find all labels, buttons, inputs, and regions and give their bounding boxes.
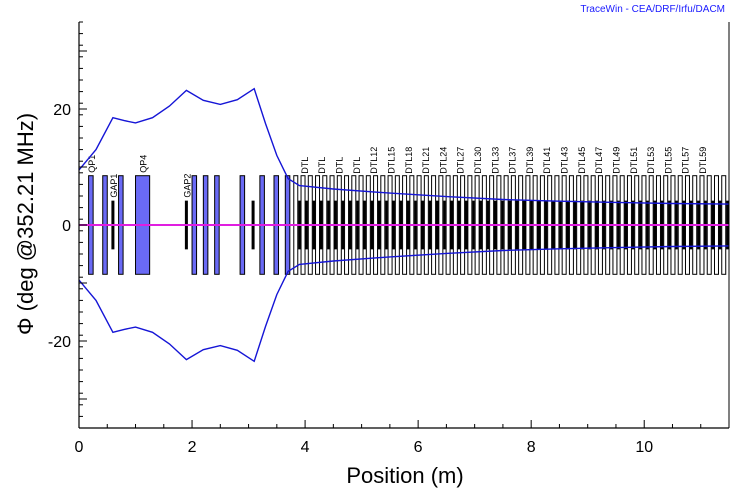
dtl-label: DTL21 [421,147,431,174]
dtl-label: DTL24 [438,147,448,174]
y-tick-label: -20 [48,334,71,351]
dtl-label: DTL [352,157,362,174]
gap-label: GAP1 [109,174,119,198]
series-line-1 [78,87,730,205]
x-tick-label: 8 [527,439,536,456]
quadrupole-label: QP4 [139,155,149,173]
dtl-label: DTL33 [490,147,500,174]
dtl-label: DTL55 [663,147,673,174]
gap-label: GAP2 [182,174,192,198]
dtl-label: DTL57 [681,147,691,174]
y-tick-label: 0 [62,218,71,235]
dtl-label: DTL43 [560,147,570,174]
dtl-label: DTL51 [629,147,639,174]
series-line-2 [78,245,730,363]
dtl-label: DTL12 [369,147,379,174]
dtl-label: DTL [335,157,345,174]
dtl-label: DTL53 [646,147,656,174]
x-tick-label: 4 [301,439,310,456]
dtl-label: DTL30 [473,147,483,174]
dtl-label: DTL15 [386,147,396,174]
series-lines [78,87,730,363]
dtl-label: DTL [317,157,327,174]
quadrupole-label: QP1 [87,155,97,173]
dtl-label: DTL59 [698,147,708,174]
x-axis-label: Position (m) [346,463,464,488]
x-tick-label: 6 [414,439,423,456]
software-credit: TraceWin - CEA/DRF/Irfu/DACM [580,4,725,15]
dtl-label: DTL39 [525,147,535,174]
dtl-label: DTL [300,157,310,174]
x-tick-label: 0 [75,439,84,456]
dtl-label: DTL18 [404,147,414,174]
x-tick-label: 10 [635,439,653,456]
dtl-label: DTL49 [611,147,621,174]
y-tick-label: 20 [53,102,71,119]
dtl-label: DTL27 [456,147,466,174]
x-tick-label: 2 [188,439,197,456]
dtl-label: DTL45 [577,147,587,174]
dtl-label: DTL47 [594,147,604,174]
dtl-label: DTL41 [542,147,552,174]
y-axis-label: Φ (deg @352.21 MHz) [13,112,38,335]
dtl-label: DTL37 [508,147,518,174]
axes: 0 2 4 6 8 10 -20 0 20 [48,21,730,456]
